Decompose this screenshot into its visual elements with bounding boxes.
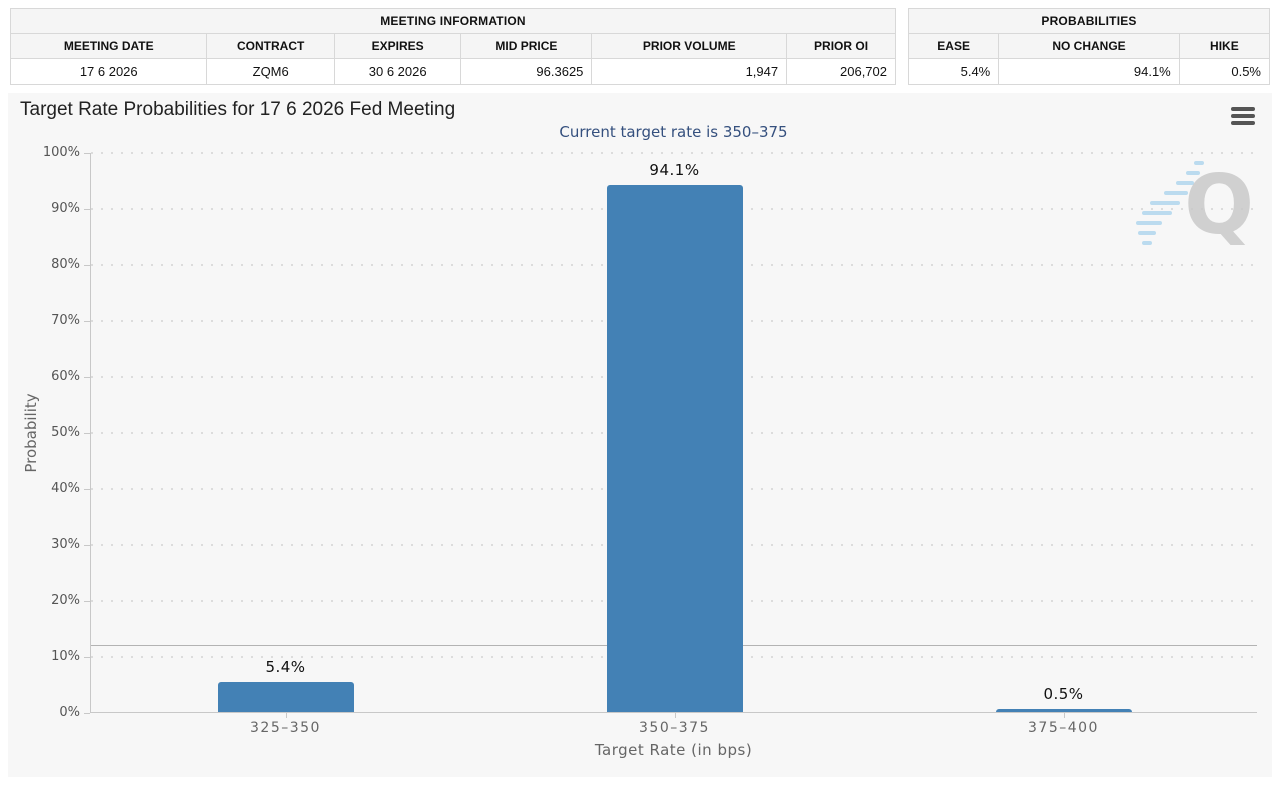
chart-context-menu-button[interactable] xyxy=(1230,105,1256,127)
expires-value: 30 6 2026 xyxy=(333,58,462,85)
hamburger-menu-icon xyxy=(1231,107,1255,111)
col-meeting-date: MEETING DATE xyxy=(9,33,208,59)
bar-value-label: 0.5% xyxy=(1043,685,1084,703)
col-prior-oi: PRIOR OI xyxy=(786,33,896,59)
col-no-change: NO CHANGE xyxy=(998,33,1180,59)
y-axis-tick xyxy=(84,153,90,154)
probability-bar[interactable] xyxy=(217,682,354,712)
y-axis-tick xyxy=(84,321,90,322)
summary-tables: MEETING INFORMATION MEETING DATE CONTRAC… xyxy=(9,8,1272,85)
x-axis-tick xyxy=(285,713,287,718)
hamburger-menu-icon xyxy=(1231,121,1255,125)
bar-group: 5.4% 325–350 xyxy=(91,153,480,736)
y-axis-tick-label: 60% xyxy=(51,369,80,384)
bar-group: 0.5% 375–400 xyxy=(869,153,1258,736)
y-gridline xyxy=(91,152,1257,154)
col-prior-volume: PRIOR VOLUME xyxy=(591,33,788,59)
ease-value: 5.4% xyxy=(907,58,1000,85)
hamburger-menu-icon xyxy=(1231,114,1255,118)
col-contract: CONTRACT xyxy=(206,33,335,59)
probabilities-data-row: 5.4% 94.1% 0.5% xyxy=(907,58,1271,85)
probabilities-title: PROBABILITIES xyxy=(908,8,1270,34)
x-axis-tick xyxy=(1063,713,1065,718)
y-axis-tick xyxy=(84,265,90,266)
probabilities-table: PROBABILITIES EASE NO CHANGE HIKE 5.4% 9… xyxy=(907,8,1271,85)
meeting-information-data-row: 17 6 2026 ZQM6 30 6 2026 96.3625 1,947 2… xyxy=(9,58,896,85)
probabilities-group-header-row: PROBABILITIES xyxy=(908,8,1270,34)
prior-oi-value: 206,702 xyxy=(786,58,896,85)
y-axis-tick-label: 30% xyxy=(51,537,80,552)
y-axis-tick xyxy=(84,545,90,546)
y-axis-tick-label: 10% xyxy=(51,649,80,664)
y-axis-tick xyxy=(84,489,90,490)
meeting-date-value: 17 6 2026 xyxy=(9,58,208,85)
meeting-information-title: MEETING INFORMATION xyxy=(10,8,896,34)
chart-title: Target Rate Probabilities for 17 6 2026 … xyxy=(20,99,456,120)
meeting-information-table: MEETING INFORMATION MEETING DATE CONTRAC… xyxy=(9,8,896,85)
meeting-information-group-header-row: MEETING INFORMATION xyxy=(10,8,896,34)
bar-value-label: 5.4% xyxy=(265,658,306,676)
chart-subtitle: Current target rate is 350–375 xyxy=(559,123,788,141)
y-axis-tick-label: 40% xyxy=(51,481,80,496)
y-axis-tick xyxy=(84,713,90,714)
x-axis-category-label: 325–350 xyxy=(250,720,321,736)
y-axis-tick-label: 0% xyxy=(59,705,80,720)
y-axis-tick xyxy=(84,209,90,210)
bar-group: 94.1% 350–375 xyxy=(480,153,869,736)
meeting-information-column-header-row: MEETING DATE CONTRACT EXPIRES MID PRICE … xyxy=(9,33,896,59)
col-mid-price: MID PRICE xyxy=(460,33,593,59)
probability-bar[interactable] xyxy=(995,709,1132,712)
probability-bar[interactable] xyxy=(606,185,743,712)
col-ease: EASE xyxy=(907,33,1000,59)
y-axis-tick-label: 20% xyxy=(51,593,80,608)
x-axis-category-label: 350–375 xyxy=(639,720,710,736)
y-axis-tick xyxy=(84,433,90,434)
bar-value-label: 94.1% xyxy=(649,161,700,179)
prior-volume-value: 1,947 xyxy=(591,58,788,85)
y-axis-tick xyxy=(84,601,90,602)
x-axis-category-label: 375–400 xyxy=(1028,720,1099,736)
no-change-value: 94.1% xyxy=(998,58,1180,85)
y-axis: 0% 10% 20% 30% 40% 50% 60% 70% 80% 90% 100% xyxy=(8,145,90,720)
mid-price-value: 96.3625 xyxy=(460,58,593,85)
y-axis-tick xyxy=(84,377,90,378)
col-hike: HIKE xyxy=(1178,33,1271,59)
probabilities-column-header-row: EASE NO CHANGE HIKE xyxy=(907,33,1271,59)
col-expires: EXPIRES xyxy=(333,33,462,59)
y-axis-tick-label: 80% xyxy=(51,257,80,272)
x-axis-tick xyxy=(674,713,676,718)
y-axis-tick-label: 70% xyxy=(51,313,80,328)
x-axis-title: Target Rate (in bps) xyxy=(594,741,753,759)
y-axis-tick xyxy=(84,657,90,658)
y-axis-tick-label: 100% xyxy=(42,145,80,160)
target-rate-probabilities-chart: Target Rate Probabilities for 17 6 2026 … xyxy=(8,93,1272,777)
contract-value: ZQM6 xyxy=(206,58,335,85)
plot-area: 5.4% 325–350 94.1% 350–375 0.5% 375–400 xyxy=(90,152,1258,736)
y-axis-tick-label: 50% xyxy=(51,425,80,440)
y-axis-tick-label: 90% xyxy=(51,201,80,216)
hike-value: 0.5% xyxy=(1178,58,1271,85)
